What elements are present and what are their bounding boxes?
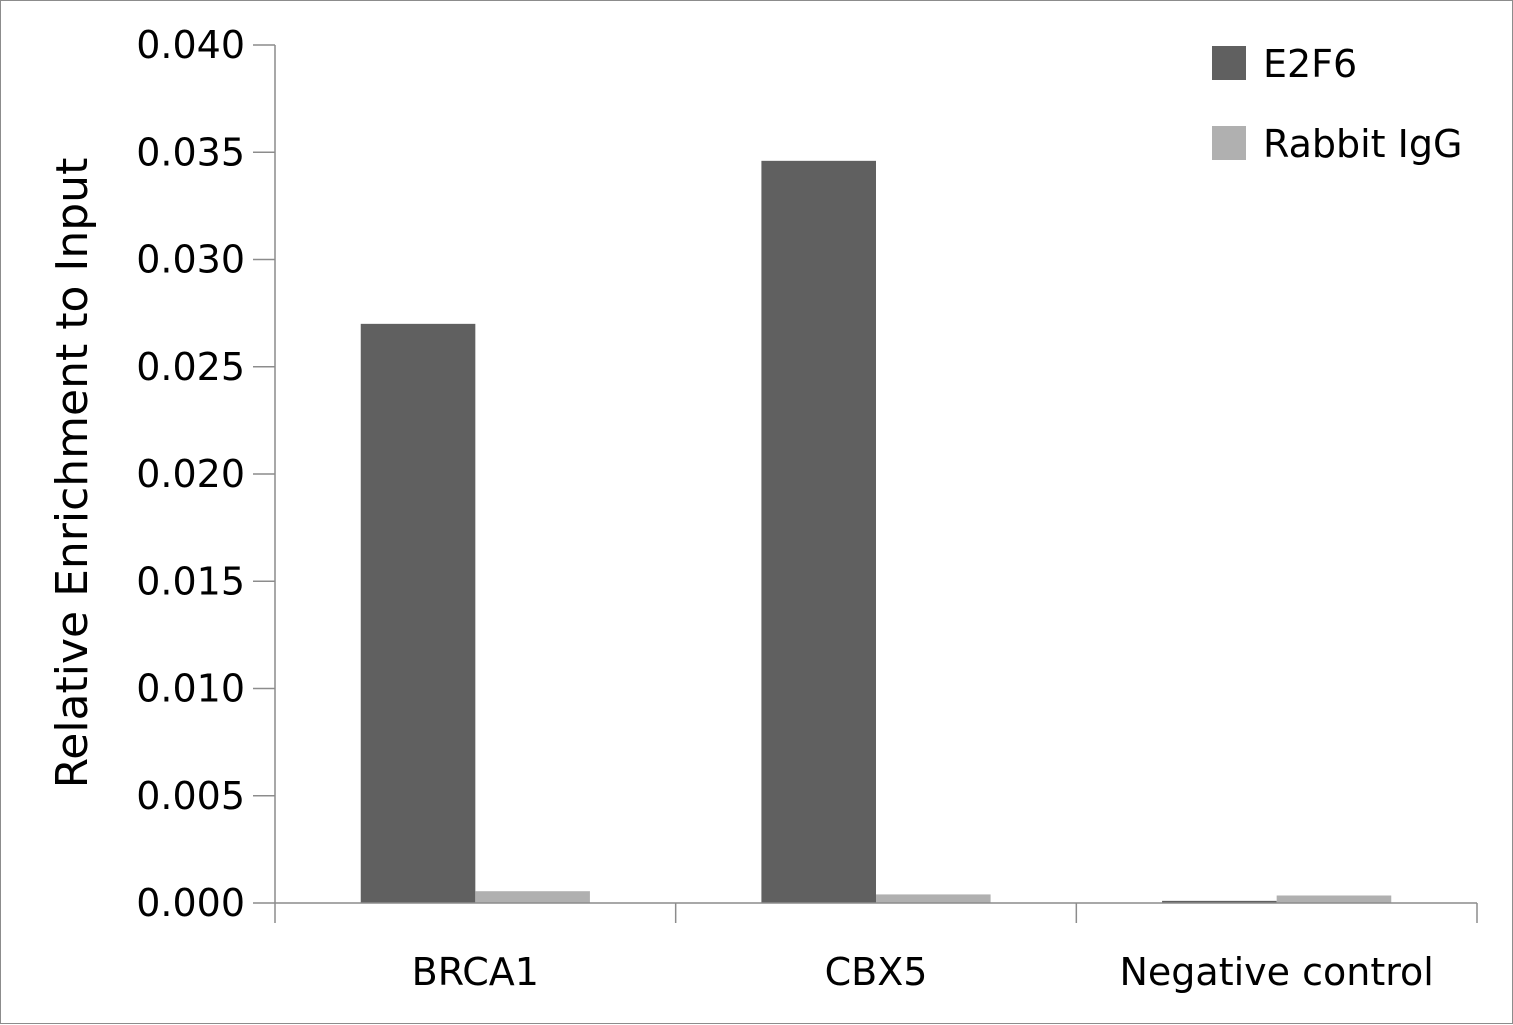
legend-swatch bbox=[1212, 126, 1246, 160]
x-category-label: CBX5 bbox=[825, 950, 928, 994]
y-tick-label: 0.000 bbox=[136, 881, 245, 925]
bar-e2f6 bbox=[1162, 900, 1277, 903]
y-tick-label: 0.010 bbox=[136, 667, 245, 711]
bar-rabbit-igg bbox=[475, 891, 590, 903]
x-category-label: Negative control bbox=[1119, 950, 1433, 994]
bars bbox=[360, 160, 1392, 904]
legend: E2F6 Rabbit IgG bbox=[1212, 42, 1462, 166]
y-axis-title: Relative Enrichment to Input bbox=[47, 158, 98, 789]
y-axis: 0.000 0.005 0.010 0.015 0.020 0.025 0.030 0.035… bbox=[136, 23, 276, 925]
bar-rabbit-igg bbox=[1276, 895, 1392, 903]
y-tick-label: 0.015 bbox=[136, 559, 245, 603]
legend-label: Rabbit IgG bbox=[1263, 122, 1462, 166]
x-category-label: BRCA1 bbox=[412, 950, 539, 994]
legend-label: E2F6 bbox=[1263, 42, 1357, 86]
y-tick-label: 0.025 bbox=[136, 345, 245, 389]
y-tick-label: 0.005 bbox=[136, 774, 245, 818]
bar-e2f6 bbox=[761, 160, 876, 903]
y-tick-label: 0.030 bbox=[136, 238, 245, 282]
bar-e2f6 bbox=[360, 323, 476, 904]
y-tick-label: 0.035 bbox=[136, 130, 245, 174]
bar-rabbit-igg bbox=[876, 894, 991, 903]
y-tick-label: 0.020 bbox=[136, 452, 245, 496]
x-axis: BRCA1 CBX5 Negative control bbox=[274, 902, 1478, 994]
y-tick-label: 0.040 bbox=[136, 23, 245, 67]
legend-swatch bbox=[1212, 46, 1246, 80]
